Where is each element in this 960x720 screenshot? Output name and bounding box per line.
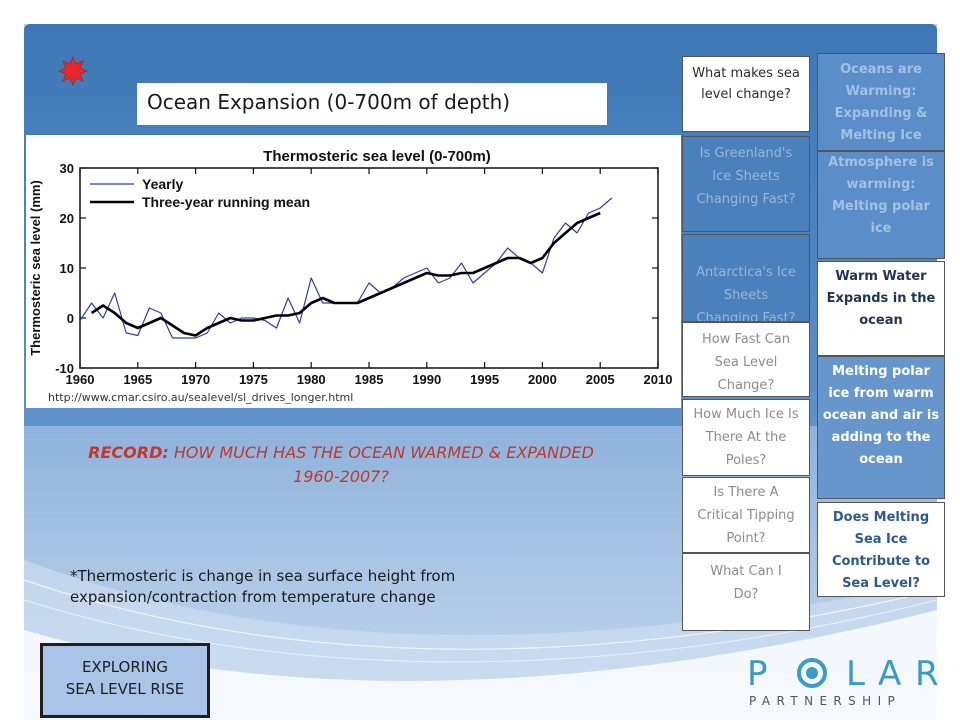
record-question: HOW MUCH HAS THE OCEAN WARMED & EXPANDED… [168,443,594,486]
nav-how-much-ice-at-poles[interactable]: How Much Ice Is There At the Poles? [682,399,810,476]
red-star-icon [58,56,88,86]
logo-globe-core-icon [806,667,818,679]
x-tick-label: 1990 [412,372,441,387]
x-tick-label: 2000 [528,372,557,387]
x-tick-label: 1980 [297,372,326,387]
x-tick-label: 1985 [355,372,384,387]
legend-label: Yearly [142,176,183,192]
record-prompt: RECORD: HOW MUCH HAS THE OCEAN WARMED & … [86,441,596,489]
y-tick-label: 0 [67,311,74,326]
exploring-sea-level-rise-button[interactable]: EXPLORING SEA LEVEL RISE [40,643,210,718]
chart-panel: Thermosteric sea level (0-700m) 1960 1965 1… [26,135,681,408]
side-oceans-warming[interactable]: Oceans are Warming: Expanding & Melting … [817,53,945,151]
nav-critical-tipping-point[interactable]: Is There A Critical Tipping Point? [682,477,810,553]
logo-subtitle: PARTNERSHIP [749,694,901,708]
logo-letter-a: A [878,654,901,694]
record-prefix: RECORD: [88,443,169,462]
explore-line-1: EXPLORING [81,658,169,676]
y-axis-label: Thermosteric sea level (mm) [28,180,43,356]
logo-globe-icon [797,658,827,688]
y-tick-label: 20 [60,211,74,226]
chart-title: Thermosteric sea level (0-700m) [263,148,491,165]
side-warm-water-expands[interactable]: Warm Water Expands in the ocean [817,261,945,356]
x-tick-label: 1970 [181,372,210,387]
x-tick-label: 1965 [123,372,152,387]
yearly-series-line [79,197,613,339]
source-link[interactable]: http://www.cmar.csiro.au/sealevel/sl_dri… [48,391,354,404]
y-tick-label: 30 [60,161,74,176]
polar-partnership-logo: P L A R PARTNERSHIP [747,654,939,708]
page-title: Ocean Expansion (0-700m of depth) [137,83,607,125]
nav-what-makes-sea-level-change[interactable]: What makes sea level change? [682,56,810,132]
logo-letter-p: P [747,654,768,694]
x-tick-label: 1975 [239,372,268,387]
side-melting-polar-ice[interactable]: Melting polar ice from warm ocean and ai… [817,356,945,499]
y-tick-label: 10 [60,261,74,276]
wave-decoration [23,560,938,720]
x-tick-label: 1995 [470,372,499,387]
nav-antarctica-ice-sheets[interactable]: Antarctica's Ice Sheets Changing Fast? [682,234,810,322]
nav-greenland-ice-sheets[interactable]: Is Greenland's Ice Sheets Changing Fast? [682,136,810,232]
running-mean-series-line [90,211,601,337]
y-tick-label: -10 [55,361,74,376]
x-tick-label: 2005 [586,372,615,387]
x-tick-label: 1960 [66,372,95,387]
legend-label: Three-year running mean [142,194,310,210]
side-melting-sea-ice[interactable]: Does Melting Sea Ice Contribute to Sea L… [817,502,945,597]
logo-letter-r: R [915,654,939,694]
nav-how-fast-can-sea-level-change[interactable]: How Fast Can Sea Level Change? [682,322,810,397]
nav-what-can-i-do[interactable]: What Can I Do? [682,553,810,631]
side-atmosphere-warming[interactable]: Atmosphere is warming: Melting polar ice [817,151,945,259]
thermosteric-footnote: *Thermosteric is change in sea surface h… [70,567,456,606]
logo-letter-l: L [846,654,865,694]
thermosteric-chart: Thermosteric sea level (0-700m) 1960 1965 1… [28,148,673,387]
explore-line-2: SEA LEVEL RISE [65,680,185,698]
x-tick-label: 2010 [644,372,673,387]
